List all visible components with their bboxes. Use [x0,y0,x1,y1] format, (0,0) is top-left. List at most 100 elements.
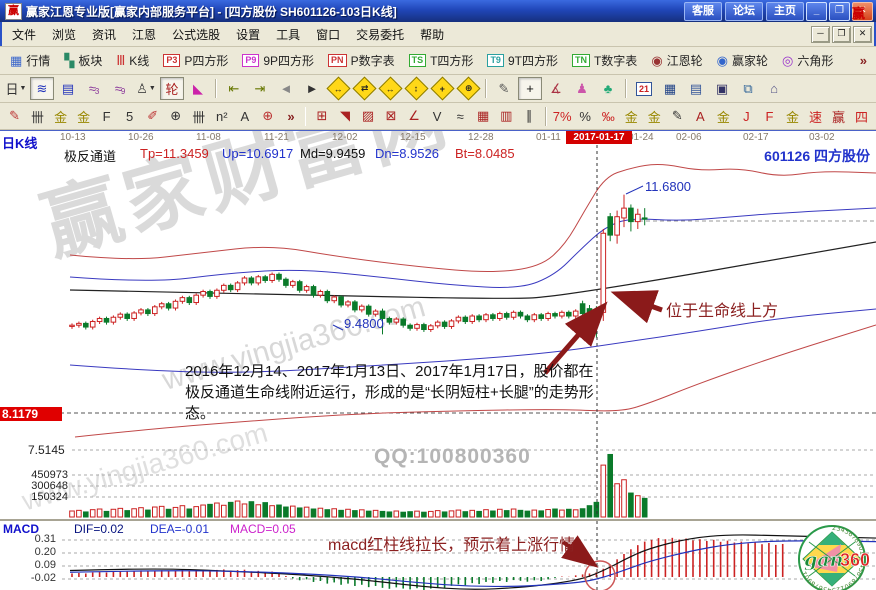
zoom-all-button[interactable]: ⊕ [455,76,481,101]
toolbar-p-square-button[interactable]: P3 P四方形 [157,49,234,72]
menu-window[interactable]: 窗口 [316,27,341,42]
win-box-button[interactable]: 赢 [828,105,849,128]
next-bar-button[interactable]: ► [300,77,324,100]
service-button[interactable]: 客服 [684,1,722,21]
app-icon[interactable]: 赢 [5,2,22,20]
gold-grid1-button[interactable]: 金 [50,105,71,128]
v-line-button[interactable]: V [427,105,448,128]
gold-grid2-button[interactable]: 金 [73,105,94,128]
circle-grid-button[interactable]: ⊕ [165,105,186,128]
wave3-button[interactable]: ≈3 [88,81,100,96]
toolbar-quote-button[interactable]: ▦ 行情 [4,49,56,72]
zoom-lr-button[interactable]: ↔ [325,76,351,101]
crosshair-tool-button[interactable]: + [518,77,542,100]
kline-chart[interactable] [0,131,876,519]
calendar-button[interactable]: 21 [632,77,656,100]
close-button[interactable]: ✕ [852,1,873,21]
hand-tool-button[interactable]: ✎ [492,77,516,100]
toolbar-t-table-button[interactable]: TN T数字表 [566,49,643,72]
zoom-expand-button[interactable]: ↔ [377,76,403,101]
gold-wave-button[interactable]: 金 [713,105,734,128]
menu-tools[interactable]: 工具 [276,27,301,42]
first-bar-button[interactable]: ⇤ [222,77,246,100]
last-bar-button[interactable]: ⇥ [248,77,272,100]
menu-browse[interactable]: 浏览 [52,27,77,42]
toolbar-winner-wheel-button[interactable]: ◉ 赢家轮 [711,49,774,72]
toolbar-9t-square-button[interactable]: T9 9T四方形 [481,49,564,72]
speed-angle-button[interactable]: 速 [805,105,826,128]
color-chart-button[interactable]: ◣ [186,77,210,100]
wave9-button[interactable]: ≈9 [114,81,126,96]
menu-formula-stock[interactable]: 公式选股 [172,27,221,42]
child-minimize-button[interactable]: ─ [811,26,830,43]
a-wave-button[interactable]: A [690,105,711,128]
permille-button[interactable]: ‰ [598,105,619,128]
toolbar-overflow-chevron[interactable]: » [859,53,867,68]
angle-line-button[interactable]: ∠ [404,105,425,128]
zoom-vert-button[interactable]: ↕ [403,76,429,101]
child-close-button[interactable]: ✕ [853,26,872,43]
calculator-button[interactable]: ▦ [658,77,682,100]
grid-tool-button[interactable]: 卌 [27,105,48,128]
gold-circle-button[interactable]: 金 [621,105,642,128]
zoom-swap-button[interactable]: ⇄ [351,76,377,101]
kline-style-button[interactable]: 日 ▼ [4,77,28,100]
percent7-button[interactable]: 7% [552,105,573,128]
a-line-button[interactable]: A [234,105,255,128]
notes-button[interactable]: ▤ [684,77,708,100]
n2-button[interactable]: n² [211,105,232,128]
draw-overflow-chevron[interactable]: » [287,108,295,124]
target-button[interactable]: ⊕ [257,105,278,128]
menu-trade[interactable]: 交易委托 [356,27,405,42]
toolbar-kline-button[interactable]: Ⅲ K线 [110,49,155,72]
home-button[interactable]: 主页 [766,1,804,21]
flask-button[interactable]: ♙ ▼ [136,80,156,96]
shade-box-button[interactable]: ▨ [358,105,379,128]
macd-chart[interactable] [0,521,876,590]
toolbar-t-square-button[interactable]: TS T四方形 [403,49,480,72]
fan-tool-button[interactable]: ◥ [335,105,356,128]
cross-box-button[interactable]: ⊠ [381,105,402,128]
puzzle-button[interactable]: ♣ [596,77,620,100]
box-tool-button[interactable]: ⊞ [311,105,332,128]
prev-bar-button[interactable]: ◄ [274,77,298,100]
child-restore-button[interactable]: ❐ [832,26,851,43]
gold-angle-button[interactable]: 金 [782,105,803,128]
f-grid-button[interactable]: F [96,105,117,128]
menu-file[interactable]: 文件 [12,27,37,42]
wheel-mode-button[interactable]: 轮 [160,77,184,100]
four-angle-button[interactable]: 四 [851,105,872,128]
slash-button[interactable]: ∥ [519,105,540,128]
menu-settings[interactable]: 设置 [236,27,261,42]
menu-news[interactable]: 资讯 [92,27,117,42]
zoom-cross-button[interactable]: + [429,76,455,101]
save-button[interactable]: ▣ [710,77,734,100]
wave-line-button[interactable]: ≈ [450,105,471,128]
toolbar-hexagon-button[interactable]: ◎ 六角形 [776,49,839,72]
menu-help[interactable]: 帮助 [420,27,445,42]
toolbar-gann-wheel-button[interactable]: ◉ 江恩轮 [645,49,708,72]
toolbar-p-table-button[interactable]: PN P数字表 [322,49,401,72]
draw-pen-button[interactable]: ✎ [4,105,25,128]
menu-gann[interactable]: 江恩 [132,27,157,42]
angle-tool-button[interactable]: ∡ [544,77,568,100]
f-angle-button[interactable]: F [759,105,780,128]
hash-button[interactable]: 卌 [188,105,209,128]
toolbar-9p-square-button[interactable]: P9 9P四方形 [236,49,320,72]
candle-pen-button[interactable]: ✎ [667,105,688,128]
info-panel-button[interactable]: ▤ [56,77,80,100]
toolbar-sector-button[interactable]: ▚ 板块 [58,49,108,72]
restore-button[interactable]: ❐ [829,1,850,21]
send-button[interactable]: ⧉ [736,77,760,100]
dense-grid-button[interactable]: ▦ [473,105,494,128]
minimize-button[interactable]: _ [806,1,827,21]
gann-shape-button[interactable]: ♟ [570,77,594,100]
forum-button[interactable]: 论坛 [725,1,763,21]
j-angle-button[interactable]: J [736,105,757,128]
gold-line-button[interactable]: 金 [644,105,665,128]
percent-button[interactable]: % [575,105,596,128]
timeshare-button[interactable]: ≋ [30,77,54,100]
five-grid-button[interactable]: 5 [119,105,140,128]
remote-button[interactable]: ⌂ [762,77,786,100]
pen2-button[interactable]: ✐ [142,105,163,128]
